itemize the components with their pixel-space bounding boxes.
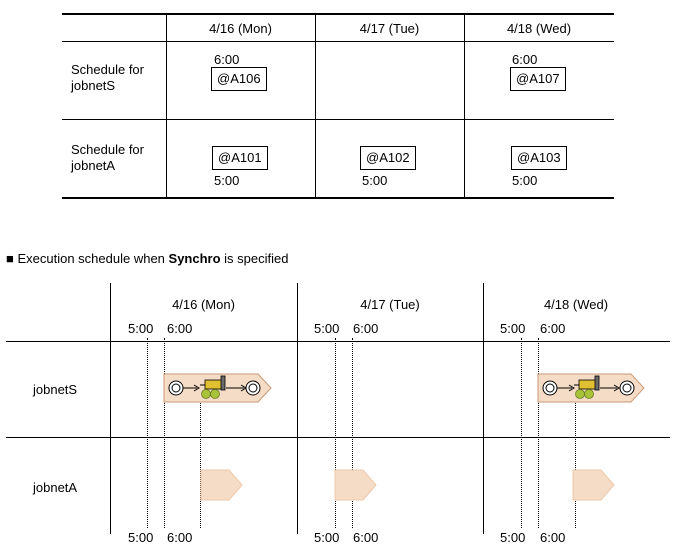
time-label: 6:00: [540, 321, 566, 336]
time-guide-6: [164, 338, 165, 528]
cell-time: 6:00: [512, 52, 538, 67]
jobnetS-bar-mon: [163, 373, 272, 403]
time-label: 6:00: [353, 321, 379, 336]
square-bullet-icon: ■: [6, 251, 14, 266]
sync-guide: [575, 400, 576, 528]
time-label: 5:00: [128, 321, 154, 336]
table-top-border: [62, 13, 614, 15]
schedule-code-box: @A101: [212, 146, 268, 170]
row-label-line: Schedule for: [71, 62, 144, 77]
time-label: 5:00: [314, 321, 340, 336]
cell-time: 5:00: [214, 173, 240, 188]
diagram-day-header: 4/16 (Mon): [172, 297, 235, 312]
jobnetS-bar-wed: [537, 373, 645, 403]
table-col-divider: [315, 13, 316, 197]
diagram-col-divider: [110, 283, 111, 534]
cell-time: 5:00: [362, 173, 388, 188]
row-label-line: jobnetA: [71, 158, 116, 173]
table-header-divider: [62, 41, 614, 42]
table-header-day: 4/17 (Tue): [359, 21, 420, 36]
heading-text: is specified: [220, 251, 289, 266]
diagram-day-header: 4/17 (Tue): [360, 297, 420, 312]
diagram-row-label: jobnetA: [33, 480, 78, 495]
schedule-code-box: @A103: [511, 146, 567, 170]
table-header-day: 4/16 (Mon): [209, 21, 272, 36]
row-label-line: Schedule for: [71, 142, 144, 157]
time-guide-6: [538, 338, 539, 528]
schedule-code-box: @A102: [360, 146, 416, 170]
jobnetA-bar-mon: [200, 469, 243, 501]
diagram-row-divider: [6, 437, 670, 438]
diagram-row-divider: [6, 341, 670, 342]
time-label: 5:00: [128, 530, 154, 545]
table-header-day: 4/18 (Wed): [506, 21, 572, 36]
time-label: 5:00: [314, 530, 340, 545]
diagram-row-label: jobnetS: [33, 382, 78, 397]
row-label-line: jobnetS: [71, 78, 116, 93]
schedule-code-box: @A106: [211, 67, 267, 91]
diagram-col-divider: [297, 283, 298, 534]
schedule-code-box: @A107: [510, 67, 566, 91]
time-guide-5: [335, 338, 336, 528]
time-label: 6:00: [353, 530, 379, 545]
time-guide-5: [147, 338, 148, 528]
table-row-divider: [62, 119, 614, 120]
cell-time: 5:00: [512, 173, 538, 188]
jobnetA-bar-wed: [572, 469, 615, 501]
jobnetA-bar-tue: [334, 469, 377, 501]
time-label: 5:00: [500, 530, 526, 545]
table-col-divider: [464, 13, 465, 197]
time-label: 6:00: [167, 530, 193, 545]
table-bottom-border: [62, 197, 614, 199]
time-label: 6:00: [167, 321, 193, 336]
table-col-divider: [166, 13, 167, 197]
time-label: 6:00: [540, 530, 566, 545]
heading-bold-text: Synchro: [168, 251, 221, 266]
heading-text: Execution schedule when: [17, 251, 169, 266]
section-heading: ■ Execution schedule when Synchro is spe…: [6, 251, 288, 266]
diagram-col-divider: [483, 283, 484, 534]
diagram-day-header: 4/18 (Wed): [543, 297, 609, 312]
time-label: 5:00: [500, 321, 526, 336]
sync-guide: [200, 400, 201, 528]
cell-time: 6:00: [214, 52, 240, 67]
time-guide-6: [352, 338, 353, 528]
time-guide-5: [521, 338, 522, 528]
